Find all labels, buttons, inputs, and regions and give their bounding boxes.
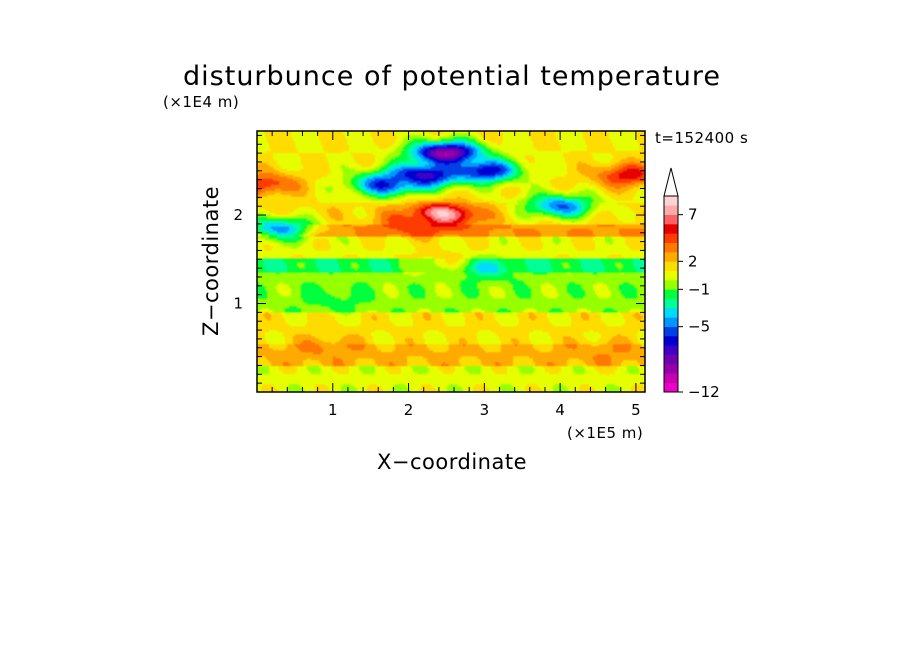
x-tick-label: 2 xyxy=(404,401,414,419)
colorbar-swatch xyxy=(664,317,678,327)
colorbar-extend-arrow xyxy=(663,167,679,197)
colorbar-swatch xyxy=(664,224,678,234)
colorbar-label: 2 xyxy=(688,252,698,270)
y-axis-label: Z−coordinate xyxy=(199,186,223,336)
x-axis-label: X−coordinate xyxy=(377,450,527,474)
colorbar-swatch xyxy=(664,345,678,355)
colorbar-swatch xyxy=(664,373,678,383)
y-tick-label: 1 xyxy=(233,295,243,313)
colorbar-swatch xyxy=(664,336,678,346)
colorbar-swatch xyxy=(664,242,678,253)
y-tick-labels: 12 xyxy=(233,206,243,312)
colorbar-swatch xyxy=(664,308,678,318)
heatmap-field xyxy=(257,131,645,392)
x-tick-label: 5 xyxy=(631,401,641,419)
x-tick-label: 3 xyxy=(480,401,490,419)
colorbar-swatch xyxy=(664,252,678,262)
axis-ticks xyxy=(257,131,645,392)
colorbar-swatch xyxy=(664,214,678,225)
chart-title: disturbunce of potential temperature xyxy=(183,61,721,92)
y-axis-unit: (×1E4 m) xyxy=(163,93,239,111)
colorbar-swatch xyxy=(664,298,678,309)
colorbar-label: −1 xyxy=(688,280,710,298)
colorbar-swatch xyxy=(664,280,678,290)
colorbar-swatch xyxy=(664,205,678,215)
colorbar-label: −12 xyxy=(688,383,720,401)
colorbar-swatch xyxy=(664,289,678,299)
x-axis-unit: (×1E5 m) xyxy=(567,424,643,442)
x-tick-label: 1 xyxy=(328,401,338,419)
x-tick-labels: 1 2 3 4 5 xyxy=(328,401,641,419)
time-annotation: t=152400 s xyxy=(655,129,748,147)
colorbar-swatch xyxy=(664,326,678,337)
colorbar-swatch xyxy=(664,270,678,281)
colorbar-swatch xyxy=(664,354,678,365)
colorbar-label: −5 xyxy=(688,318,710,336)
x-tick-label: 4 xyxy=(555,401,565,419)
colorbar-swatch xyxy=(664,261,678,271)
colorbar-label: 7 xyxy=(688,206,698,224)
colorbar-swatch xyxy=(664,364,678,374)
plot-frame xyxy=(256,130,646,393)
colorbar-swatch xyxy=(664,382,678,393)
colorbar: −12−5−127 xyxy=(663,167,720,401)
colorbar-swatch xyxy=(664,196,678,206)
colorbar-swatch xyxy=(664,233,678,243)
y-tick-label: 2 xyxy=(233,206,243,224)
